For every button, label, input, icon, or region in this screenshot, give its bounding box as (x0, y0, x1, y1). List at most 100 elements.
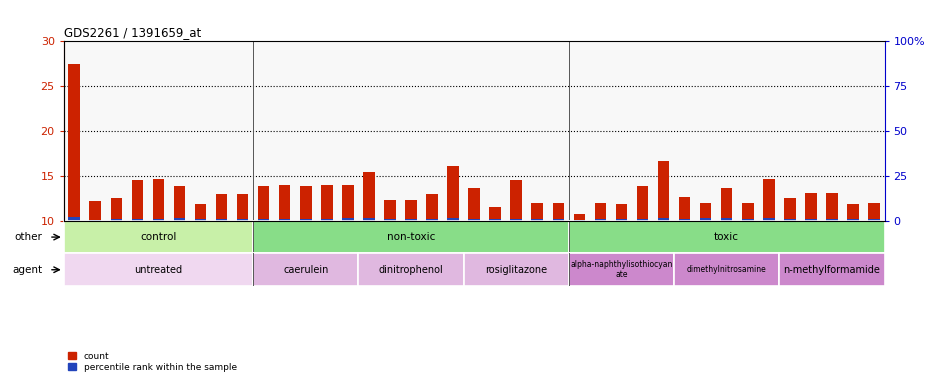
Bar (215, 219, 227, 221)
Bar (489, 207, 501, 221)
Bar (468, 218, 479, 221)
Bar (90, 220, 101, 221)
Bar (321, 218, 332, 221)
Bar (195, 219, 206, 221)
Bar (741, 219, 753, 221)
Bar (257, 186, 270, 221)
Bar (253, 253, 358, 286)
Bar (64, 253, 253, 286)
Text: untreated: untreated (134, 265, 183, 275)
Bar (131, 180, 143, 221)
Bar (510, 180, 521, 221)
Bar (615, 204, 626, 221)
Bar (531, 219, 543, 221)
Bar (615, 219, 626, 221)
Bar (131, 219, 143, 221)
Bar (846, 219, 857, 221)
Bar (762, 179, 774, 221)
Bar (699, 218, 710, 221)
Text: alpha-naphthylisothiocyan
ate: alpha-naphthylisothiocyan ate (570, 260, 672, 280)
Bar (279, 218, 290, 221)
Text: agent: agent (12, 265, 43, 275)
Bar (678, 197, 690, 221)
Bar (237, 219, 248, 221)
Text: GDS2261 / 1391659_at: GDS2261 / 1391659_at (64, 25, 200, 38)
Bar (531, 203, 543, 221)
Text: caerulein: caerulein (283, 265, 329, 275)
Bar (363, 172, 374, 221)
Bar (720, 189, 732, 221)
Bar (153, 218, 164, 221)
Bar (552, 203, 563, 221)
Bar (762, 218, 774, 221)
Bar (426, 194, 437, 221)
Bar (426, 218, 437, 221)
Bar (489, 219, 501, 221)
Bar (173, 186, 185, 221)
Bar (68, 63, 80, 221)
Text: n-methylformamide: n-methylformamide (782, 265, 880, 275)
Bar (552, 219, 563, 221)
Bar (594, 219, 606, 221)
Bar (384, 219, 395, 221)
Text: dinitrophenol: dinitrophenol (378, 265, 443, 275)
Bar (215, 194, 227, 221)
Bar (279, 185, 290, 221)
Text: toxic: toxic (713, 232, 739, 242)
Bar (446, 218, 459, 221)
Bar (321, 185, 332, 221)
Bar (673, 253, 779, 286)
Bar (594, 203, 606, 221)
Bar (573, 214, 584, 221)
Text: control: control (140, 232, 176, 242)
Bar (342, 185, 353, 221)
Bar (300, 186, 311, 221)
Bar (237, 194, 248, 221)
Bar (468, 189, 479, 221)
Bar (720, 218, 732, 221)
Bar (510, 218, 521, 221)
Bar (783, 198, 795, 221)
Bar (64, 221, 253, 253)
Bar (195, 204, 206, 221)
Bar (779, 253, 884, 286)
Text: non-toxic: non-toxic (387, 232, 434, 242)
Bar (826, 193, 837, 221)
Bar (110, 219, 122, 221)
Bar (573, 220, 584, 221)
Text: dimethylnitrosamine: dimethylnitrosamine (686, 265, 766, 274)
Text: other: other (15, 232, 43, 242)
Bar (342, 218, 353, 221)
Bar (868, 219, 879, 221)
Bar (153, 179, 164, 221)
Bar (804, 193, 816, 221)
Bar (657, 161, 668, 221)
Bar (446, 166, 459, 221)
Bar (568, 253, 673, 286)
Bar (300, 219, 311, 221)
Bar (826, 218, 837, 221)
Bar (173, 218, 185, 221)
Bar (804, 218, 816, 221)
Bar (253, 221, 568, 253)
Bar (636, 186, 648, 221)
Bar (404, 219, 417, 221)
Bar (358, 253, 463, 286)
Bar (678, 219, 690, 221)
Bar (257, 219, 270, 221)
Bar (404, 200, 417, 221)
Bar (868, 203, 879, 221)
Bar (363, 218, 374, 221)
Bar (741, 203, 753, 221)
Bar (846, 204, 857, 221)
Text: rosiglitazone: rosiglitazone (485, 265, 547, 275)
Bar (90, 201, 101, 221)
Bar (783, 219, 795, 221)
Bar (68, 217, 80, 221)
Bar (463, 253, 568, 286)
Bar (568, 221, 884, 253)
Bar (636, 218, 648, 221)
Bar (110, 198, 122, 221)
Legend: count, percentile rank within the sample: count, percentile rank within the sample (68, 351, 237, 372)
Bar (657, 218, 668, 221)
